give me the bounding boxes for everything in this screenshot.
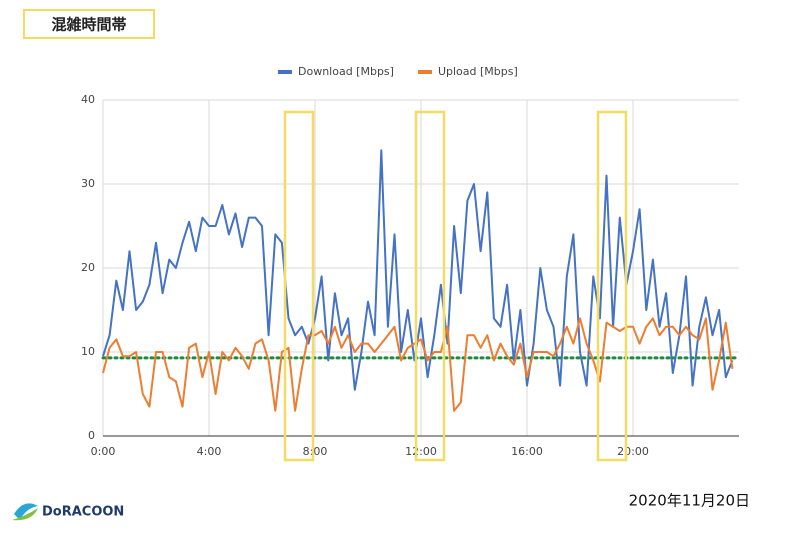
logo-icon <box>12 508 38 521</box>
x-tick-label: 16:00 <box>511 445 543 458</box>
logo: DoRACOON <box>42 505 124 520</box>
legend-swatch <box>278 70 292 74</box>
x-tick-label: 8:00 <box>303 445 328 458</box>
x-tick-label: 4:00 <box>197 445 222 458</box>
y-tick-label: 0 <box>88 429 95 442</box>
x-tick-label: 12:00 <box>405 445 437 458</box>
highlight <box>414 110 446 462</box>
series-line <box>102 149 734 391</box>
page-title: 混雑時間帯 <box>51 16 126 34</box>
legend-label: Download [Mbps] <box>298 65 394 78</box>
y-tick-label: 20 <box>81 261 95 274</box>
x-tick-label: 0:00 <box>91 445 116 458</box>
highlight <box>283 110 315 462</box>
legend-label: Upload [Mbps] <box>438 65 518 78</box>
y-tick-label: 10 <box>81 345 95 358</box>
highlight <box>596 110 628 462</box>
y-tick-label: 30 <box>81 177 95 190</box>
y-tick-label: 40 <box>81 93 95 106</box>
date: 2020年11月20日 <box>629 492 750 510</box>
x-tick-label: 20:00 <box>617 445 649 458</box>
highlights <box>283 110 628 462</box>
logo-icon <box>14 503 38 520</box>
series-line <box>102 317 734 412</box>
legend-swatch <box>417 70 432 74</box>
title-box <box>23 9 155 39</box>
